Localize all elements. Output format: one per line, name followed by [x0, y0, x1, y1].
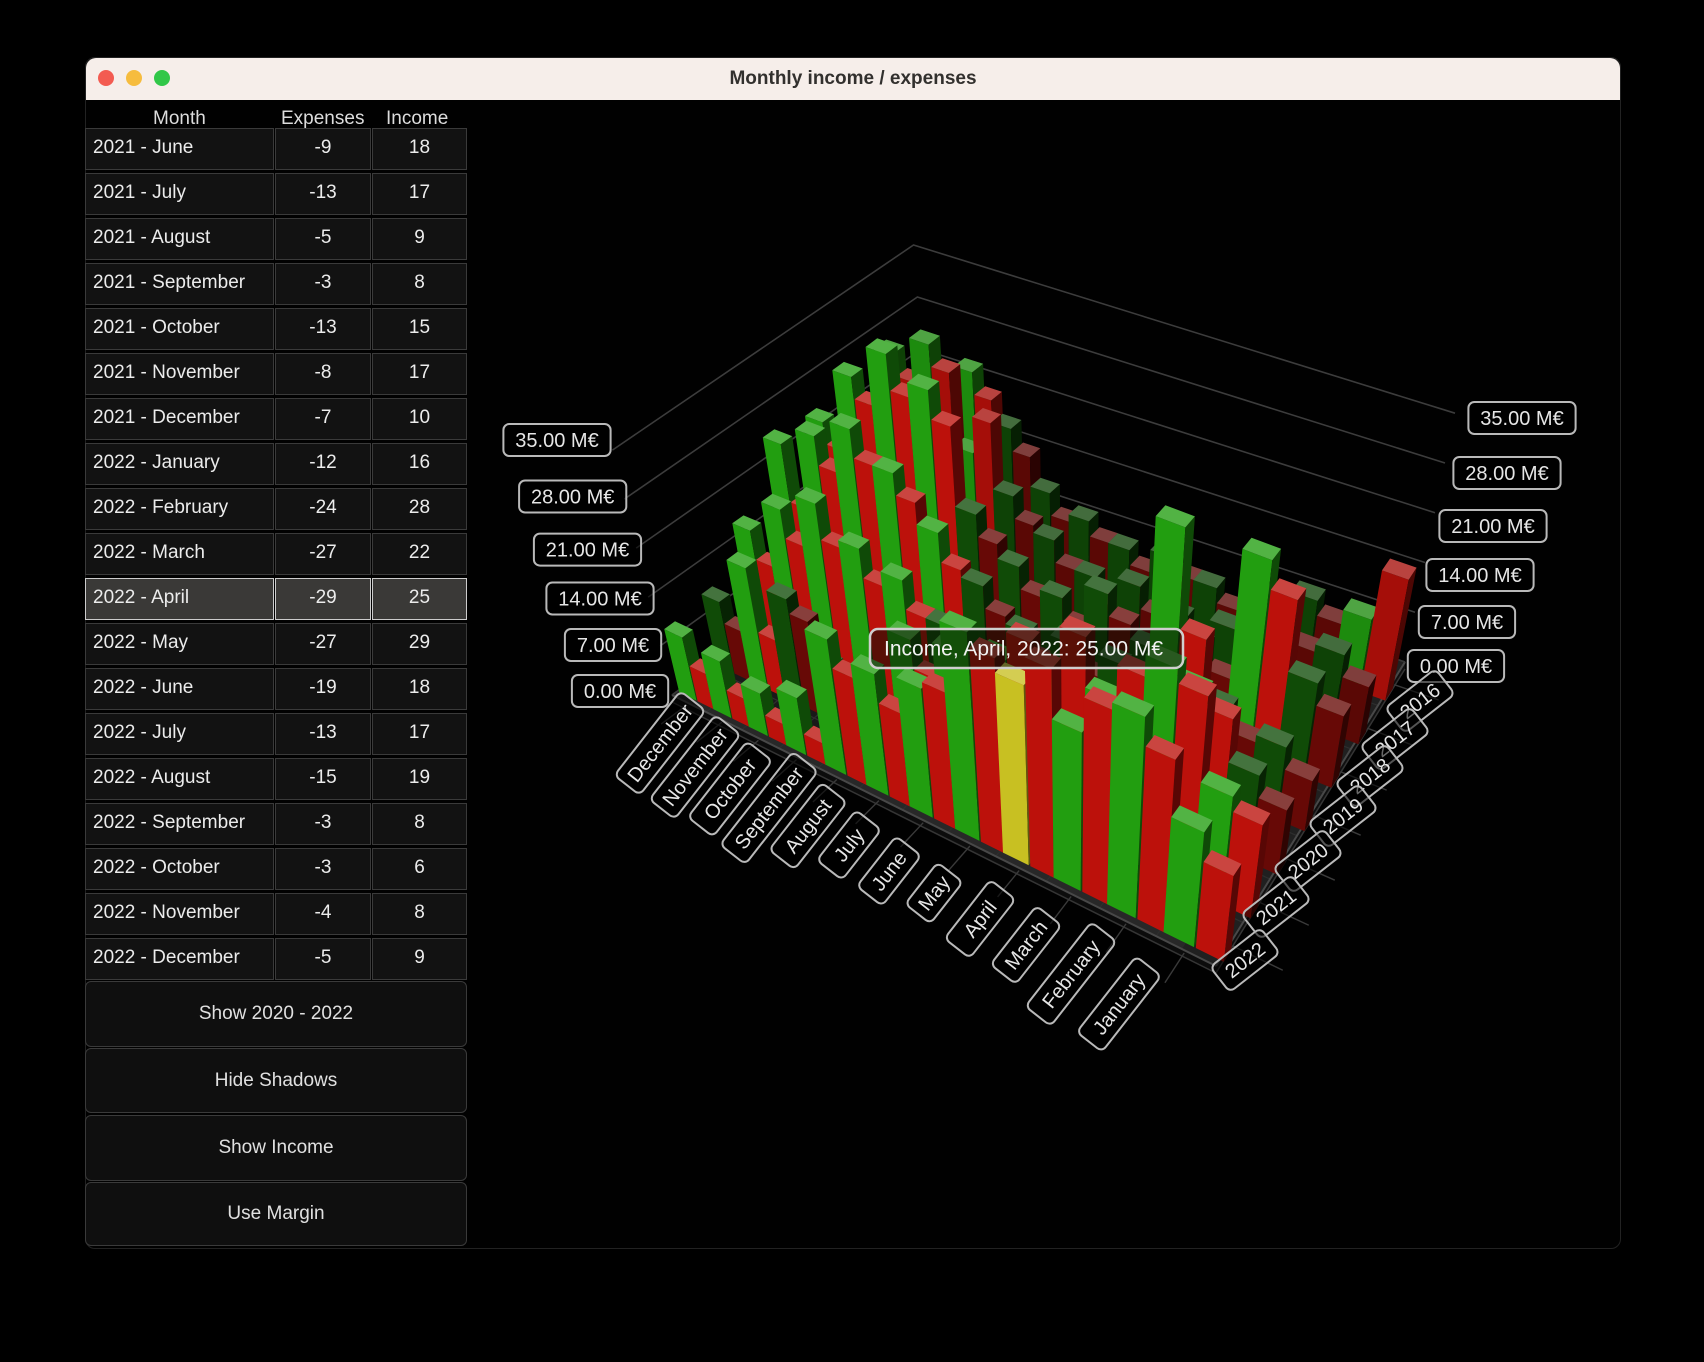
svg-text:7.00 M€: 7.00 M€ [577, 635, 649, 657]
svg-text:35.00 M€: 35.00 M€ [515, 430, 598, 452]
svg-text:28.00 M€: 28.00 M€ [1465, 463, 1548, 485]
svg-text:Income, April, 2022: 25.00 M€: Income, April, 2022: 25.00 M€ [884, 638, 1163, 661]
svg-text:7.00 M€: 7.00 M€ [1431, 612, 1503, 634]
svg-text:14.00 M€: 14.00 M€ [1438, 565, 1521, 587]
svg-text:28.00 M€: 28.00 M€ [531, 486, 614, 508]
svg-text:35.00 M€: 35.00 M€ [1480, 408, 1563, 430]
svg-text:14.00 M€: 14.00 M€ [558, 588, 641, 610]
svg-text:21.00 M€: 21.00 M€ [1451, 516, 1534, 538]
svg-text:21.00 M€: 21.00 M€ [546, 540, 629, 562]
svg-text:0.00 M€: 0.00 M€ [584, 681, 656, 703]
